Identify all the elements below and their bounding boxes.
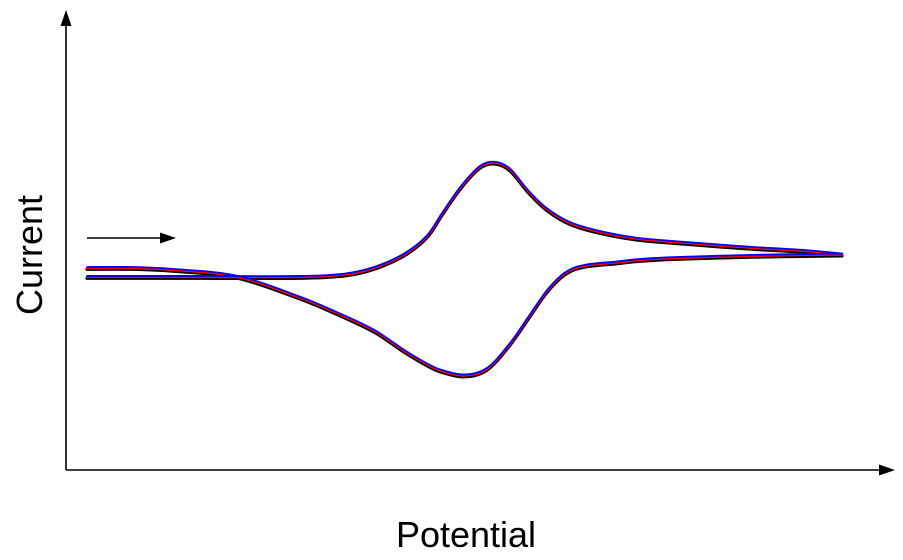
trace-group bbox=[85, 160, 844, 379]
scan-direction-arrowhead bbox=[160, 232, 176, 244]
series-3-reverse-scan-line bbox=[86, 252, 843, 376]
series-1-reverse-scan-line bbox=[85, 254, 844, 379]
series-2-reverse-scan-line bbox=[86, 253, 843, 377]
series-2-forward-scan-line bbox=[86, 161, 843, 279]
y-axis-title: Current bbox=[9, 195, 50, 315]
x-axis-arrowhead bbox=[879, 464, 895, 476]
series-3-forward-scan-line bbox=[86, 160, 843, 278]
x-axis-title: Potential bbox=[396, 514, 536, 555]
y-axis-arrowhead bbox=[60, 10, 72, 26]
series-1-forward-scan-line bbox=[85, 162, 844, 281]
